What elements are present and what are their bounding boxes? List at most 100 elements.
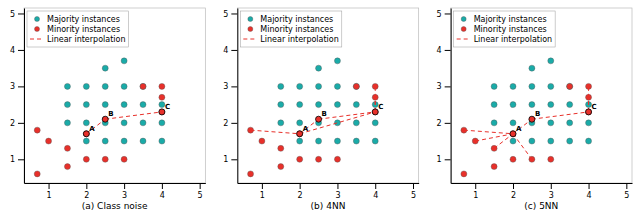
point	[34, 127, 40, 133]
point	[121, 102, 127, 108]
plot-frame	[237, 8, 418, 183]
x-axis: 12345	[238, 183, 419, 200]
legend-label: Linear interpolation	[474, 35, 552, 44]
point	[510, 138, 516, 144]
point	[102, 83, 108, 89]
point	[334, 102, 340, 108]
tick-label: 1	[47, 191, 52, 200]
point	[159, 120, 165, 126]
tick-label: 2	[84, 191, 89, 200]
tick: 2	[437, 119, 451, 128]
point	[353, 83, 359, 89]
point	[140, 102, 146, 108]
axis-line	[451, 183, 632, 184]
tick-mark	[337, 183, 338, 189]
x-axis: 12345	[451, 183, 632, 200]
point	[83, 156, 89, 162]
tick: 2	[298, 183, 303, 200]
point	[102, 138, 108, 144]
legend-label: Linear interpolation	[47, 35, 125, 44]
legend-symbol	[30, 39, 44, 40]
point	[121, 83, 127, 89]
point	[83, 83, 89, 89]
tick-label: 3	[335, 191, 340, 200]
point	[586, 138, 592, 144]
point	[278, 83, 284, 89]
legend-symbol	[457, 39, 471, 40]
point	[316, 83, 322, 89]
point	[548, 120, 554, 126]
tick-label: 1	[10, 155, 15, 164]
legend-symbol	[35, 17, 40, 22]
point	[121, 138, 127, 144]
annotation: B	[535, 110, 540, 118]
point	[372, 138, 378, 144]
tick-label: 2	[298, 191, 303, 200]
tick-mark	[413, 183, 414, 189]
point	[353, 83, 359, 89]
point	[102, 102, 108, 108]
marks	[34, 58, 165, 177]
point	[529, 102, 535, 108]
point	[159, 94, 165, 100]
point	[64, 120, 70, 126]
point	[297, 83, 303, 89]
point	[64, 102, 70, 108]
annotations: ABC	[89, 103, 170, 133]
tick-mark	[18, 123, 24, 124]
tick-mark	[18, 50, 24, 51]
tick: 1	[47, 183, 52, 200]
tick-mark	[445, 159, 451, 160]
tick-mark	[231, 13, 237, 14]
legend-symbol	[35, 27, 40, 32]
interpolation-line	[86, 112, 162, 134]
tick-mark	[445, 123, 451, 124]
legend-symbol	[248, 17, 253, 22]
point	[316, 65, 322, 71]
point	[586, 120, 592, 126]
legend-symbol	[243, 39, 257, 40]
tick-mark	[300, 183, 301, 189]
tick: 3	[10, 82, 24, 91]
tick-label: 4	[223, 46, 228, 55]
tick-mark	[200, 183, 201, 189]
point	[548, 138, 554, 144]
point	[159, 138, 165, 144]
axis-line	[24, 9, 25, 184]
tick-label: 3	[549, 191, 554, 200]
tick: 4	[437, 46, 451, 55]
tick-label: 5	[198, 191, 203, 200]
tick-label: 1	[473, 191, 478, 200]
tick: 4	[587, 183, 592, 200]
tick-mark	[49, 183, 50, 189]
marks	[461, 58, 592, 177]
axis-line	[25, 183, 206, 184]
tick-label: 4	[587, 191, 592, 200]
point	[64, 83, 70, 89]
tick-label: 1	[223, 155, 228, 164]
legend-frame	[454, 11, 555, 47]
point	[278, 145, 284, 151]
annotations: ABC	[516, 103, 597, 133]
point	[510, 156, 516, 162]
tick: 1	[260, 183, 265, 200]
tick-mark	[262, 183, 263, 189]
point	[297, 156, 303, 162]
axis-line	[237, 9, 238, 184]
point	[34, 171, 40, 177]
tick: 3	[223, 82, 237, 91]
legend: Majority instancesMinority instancesLine…	[240, 11, 341, 47]
tick: 1	[223, 155, 237, 164]
point	[140, 138, 146, 144]
point	[529, 83, 535, 89]
legend-frame	[27, 11, 128, 47]
tick: 5	[223, 10, 237, 19]
tick-label: 5	[437, 10, 442, 19]
legend-label: Majority instances	[260, 15, 333, 24]
point	[372, 120, 378, 126]
tick: 1	[473, 183, 478, 200]
legend-label: Majority instances	[474, 15, 547, 24]
point	[102, 156, 108, 162]
tick-mark	[626, 183, 627, 189]
point	[548, 156, 554, 162]
